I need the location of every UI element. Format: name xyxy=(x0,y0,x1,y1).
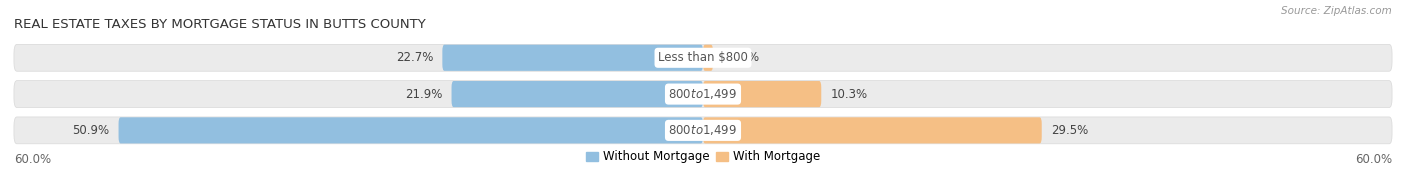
FancyBboxPatch shape xyxy=(703,45,713,71)
Text: Less than $800: Less than $800 xyxy=(658,51,748,64)
Text: 50.9%: 50.9% xyxy=(72,124,110,137)
FancyBboxPatch shape xyxy=(451,81,703,107)
Text: 60.0%: 60.0% xyxy=(1355,153,1392,166)
Text: 10.3%: 10.3% xyxy=(831,88,868,101)
Text: 21.9%: 21.9% xyxy=(405,88,443,101)
FancyBboxPatch shape xyxy=(118,117,703,143)
Text: 29.5%: 29.5% xyxy=(1050,124,1088,137)
Text: Source: ZipAtlas.com: Source: ZipAtlas.com xyxy=(1281,6,1392,16)
FancyBboxPatch shape xyxy=(14,44,1392,71)
FancyBboxPatch shape xyxy=(14,117,1392,144)
Text: REAL ESTATE TAXES BY MORTGAGE STATUS IN BUTTS COUNTY: REAL ESTATE TAXES BY MORTGAGE STATUS IN … xyxy=(14,18,426,31)
FancyBboxPatch shape xyxy=(703,81,821,107)
FancyBboxPatch shape xyxy=(443,45,703,71)
Text: $800 to $1,499: $800 to $1,499 xyxy=(668,123,738,137)
FancyBboxPatch shape xyxy=(14,81,1392,108)
Text: 0.87%: 0.87% xyxy=(723,51,759,64)
Legend: Without Mortgage, With Mortgage: Without Mortgage, With Mortgage xyxy=(581,146,825,168)
Text: 60.0%: 60.0% xyxy=(14,153,51,166)
Text: 22.7%: 22.7% xyxy=(396,51,433,64)
Text: $800 to $1,499: $800 to $1,499 xyxy=(668,87,738,101)
FancyBboxPatch shape xyxy=(703,117,1042,143)
